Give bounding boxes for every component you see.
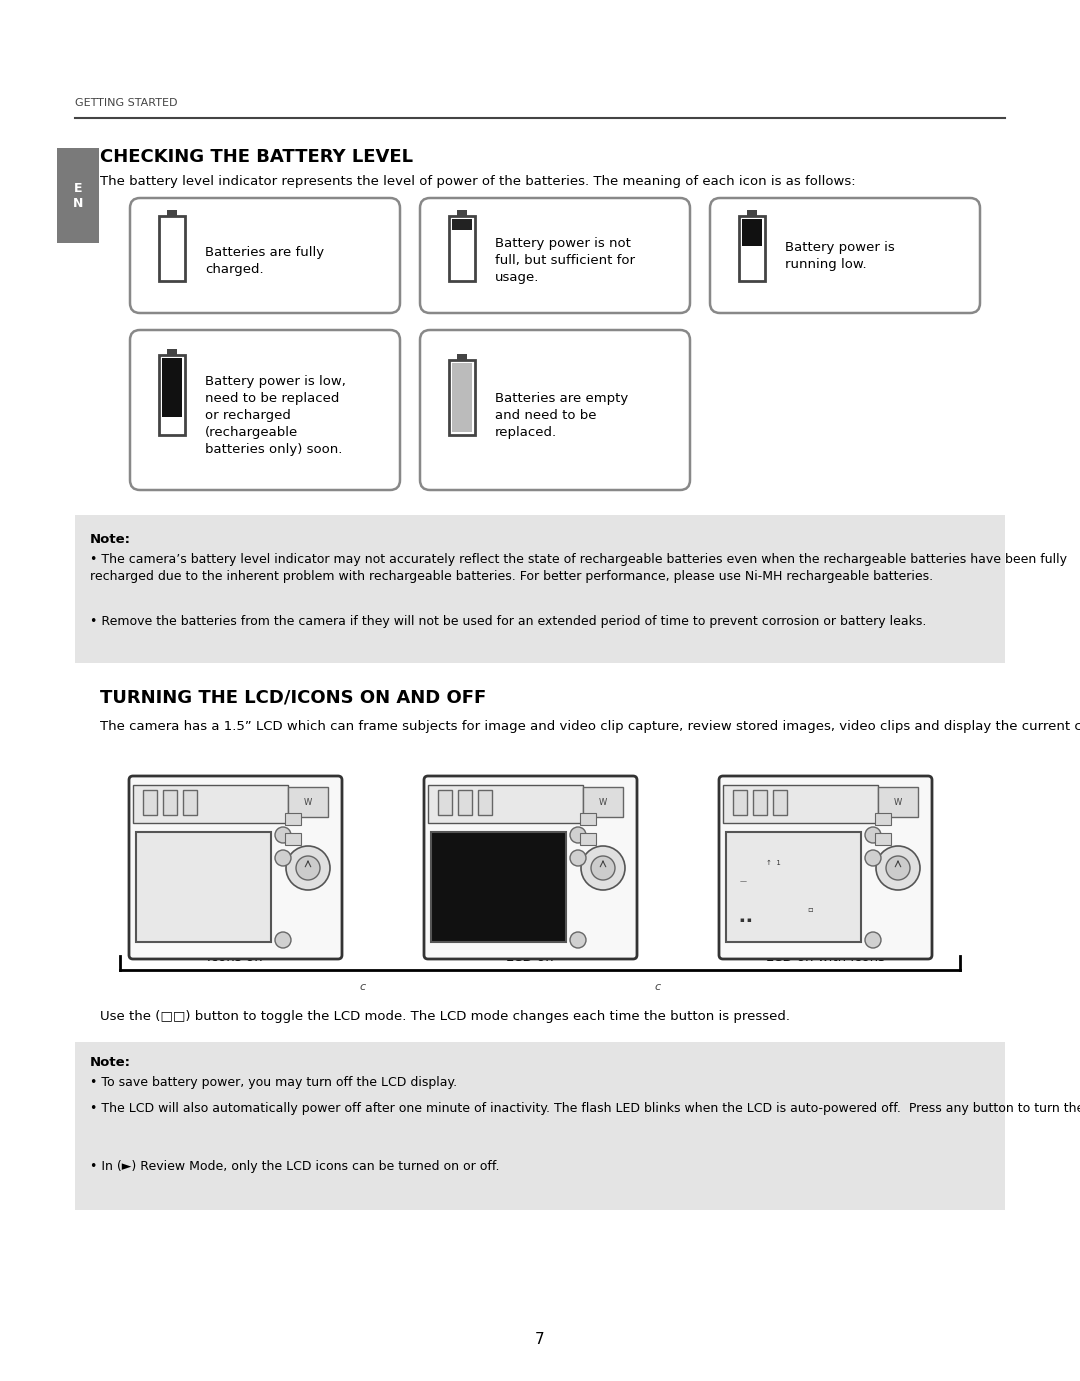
Circle shape [886, 856, 910, 880]
Text: The camera has a 1.5” LCD which can frame subjects for image and video clip capt: The camera has a 1.5” LCD which can fram… [100, 720, 1080, 733]
Bar [457, 210, 468, 215]
Bar [159, 355, 185, 435]
Circle shape [570, 849, 586, 866]
Text: c: c [360, 982, 366, 992]
FancyBboxPatch shape [130, 330, 400, 490]
Bar [458, 790, 472, 815]
Bar [159, 215, 185, 280]
Bar [431, 831, 566, 942]
Text: • The camera’s battery level indicator may not accurately reflect the state of r: • The camera’s battery level indicator m… [90, 552, 1067, 583]
Bar [583, 787, 623, 818]
Bar [57, 148, 99, 243]
Bar [733, 790, 747, 815]
Circle shape [570, 827, 586, 842]
Circle shape [591, 856, 615, 880]
Circle shape [275, 849, 291, 866]
Text: Battery power is
running low.: Battery power is running low. [785, 240, 894, 271]
Bar [478, 790, 492, 815]
Bar [875, 813, 891, 824]
Bar [166, 210, 177, 215]
Bar [739, 215, 765, 280]
Text: ▫: ▫ [807, 905, 812, 913]
FancyBboxPatch shape [710, 197, 980, 313]
Bar [457, 354, 468, 360]
Text: LCD on with icons: LCD on with icons [766, 952, 885, 964]
Bar [133, 784, 288, 823]
Bar [75, 515, 1005, 663]
FancyBboxPatch shape [130, 197, 400, 313]
Bar [746, 210, 757, 215]
Bar [285, 833, 301, 845]
Text: TURNING THE LCD/ICONS ON AND OFF: TURNING THE LCD/ICONS ON AND OFF [100, 688, 486, 706]
Bar [449, 215, 475, 280]
Bar [742, 220, 762, 246]
Text: Icons off: Icons off [207, 952, 264, 964]
Text: Batteries are fully
charged.: Batteries are fully charged. [205, 246, 324, 275]
FancyBboxPatch shape [420, 330, 690, 490]
Circle shape [581, 847, 625, 889]
Text: E
N: E N [72, 181, 83, 210]
Text: Battery power is low,
need to be replaced
or recharged
(rechargeable
batteries o: Battery power is low, need to be replace… [205, 374, 346, 456]
Text: Battery power is not
full, but sufficient for
usage.: Battery power is not full, but sufficien… [495, 238, 635, 284]
Text: LCD off: LCD off [507, 952, 555, 964]
FancyBboxPatch shape [424, 776, 637, 958]
Text: The battery level indicator represents the level of power of the batteries. The : The battery level indicator represents t… [100, 175, 855, 188]
Text: W: W [894, 797, 902, 807]
Circle shape [865, 849, 881, 866]
Circle shape [275, 827, 291, 842]
Circle shape [286, 847, 330, 889]
Circle shape [275, 932, 291, 947]
Bar [143, 790, 157, 815]
Circle shape [865, 827, 881, 842]
Bar [723, 784, 878, 823]
FancyBboxPatch shape [719, 776, 932, 958]
Text: • In (►) Review Mode, only the LCD icons can be turned on or off.: • In (►) Review Mode, only the LCD icons… [90, 1160, 499, 1172]
Bar [753, 790, 767, 815]
Text: ▪ ▪: ▪ ▪ [740, 917, 752, 923]
FancyBboxPatch shape [420, 197, 690, 313]
Text: Note:: Note: [90, 1056, 131, 1069]
Bar [288, 787, 328, 818]
Bar [726, 831, 861, 942]
Text: • To save battery power, you may turn off the LCD display.: • To save battery power, you may turn of… [90, 1076, 457, 1090]
Text: • The LCD will also automatically power off after one minute of inactivity. The : • The LCD will also automatically power … [90, 1102, 1080, 1114]
Circle shape [570, 932, 586, 947]
Bar [773, 790, 787, 815]
Bar [878, 787, 918, 818]
Text: GETTING STARTED: GETTING STARTED [75, 98, 177, 108]
Bar [136, 831, 271, 942]
Bar [166, 349, 177, 355]
Text: ↑  1: ↑ 1 [767, 860, 781, 866]
Circle shape [865, 932, 881, 947]
Bar [285, 813, 301, 824]
Bar [449, 360, 475, 435]
Text: W: W [599, 797, 607, 807]
FancyBboxPatch shape [129, 776, 342, 958]
Circle shape [876, 847, 920, 889]
Bar [75, 1043, 1005, 1210]
Bar [580, 813, 596, 824]
Text: W: W [303, 797, 312, 807]
Bar [875, 833, 891, 845]
Bar [453, 220, 472, 229]
Text: —: — [740, 878, 746, 884]
Bar [162, 358, 183, 417]
Text: 7: 7 [536, 1333, 544, 1348]
Bar [453, 363, 472, 432]
Bar [428, 784, 583, 823]
Bar [580, 833, 596, 845]
Circle shape [296, 856, 320, 880]
Text: c: c [654, 982, 661, 992]
Bar [438, 790, 453, 815]
Text: Use the (□□) button to toggle the LCD mode. The LCD mode changes each time the b: Use the (□□) button to toggle the LCD mo… [100, 1010, 789, 1023]
Bar [163, 790, 177, 815]
Text: Note:: Note: [90, 533, 131, 545]
Text: Batteries are empty
and need to be
replaced.: Batteries are empty and need to be repla… [495, 391, 629, 439]
Text: • Remove the batteries from the camera if they will not be used for an extended : • Remove the batteries from the camera i… [90, 615, 927, 628]
Text: CHECKING THE BATTERY LEVEL: CHECKING THE BATTERY LEVEL [100, 148, 413, 166]
Bar [183, 790, 197, 815]
